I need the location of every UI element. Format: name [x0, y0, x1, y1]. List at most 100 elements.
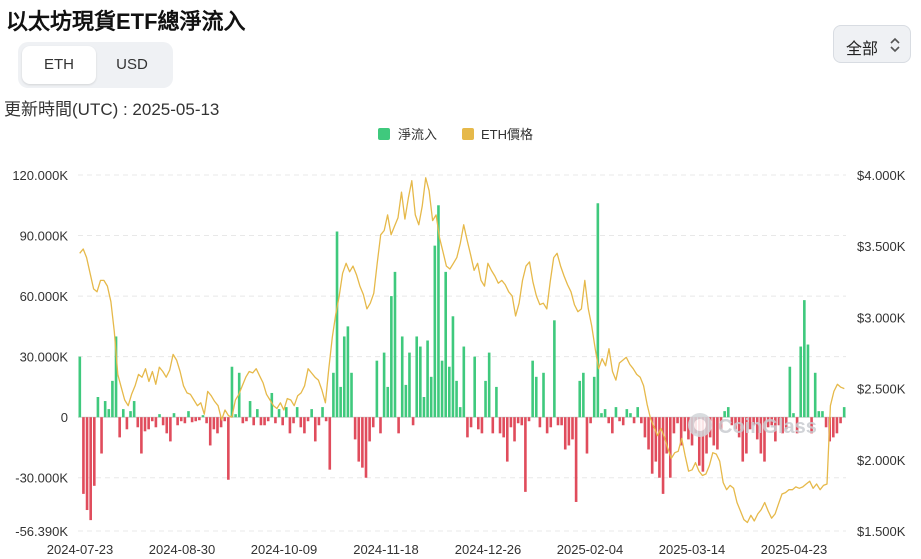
flow-bar	[114, 336, 118, 418]
flow-bar	[342, 336, 346, 418]
flow-bar	[321, 407, 324, 418]
flow-bar	[495, 386, 498, 418]
flow-bar	[306, 417, 310, 422]
x-tick-label: 2024-11-18	[353, 542, 419, 557]
flow-bar	[810, 417, 813, 434]
flow-bar	[607, 417, 611, 424]
flow-bar	[505, 417, 509, 462]
flow-bar	[589, 417, 592, 424]
flow-bar	[679, 417, 683, 446]
flow-bar	[346, 326, 350, 418]
flow-bar	[792, 413, 795, 418]
flow-bar	[654, 417, 658, 462]
flow-bar	[603, 409, 607, 418]
flow-bar	[429, 376, 433, 418]
flow-bar	[277, 409, 281, 418]
flow-bar	[96, 397, 100, 418]
left-axis: 120.000K 90.000K 60.000K 30.000K 0 -30.000K -5…	[12, 168, 68, 539]
flow-bar	[745, 417, 748, 454]
flow-bar	[382, 352, 386, 418]
flow-bars	[78, 203, 846, 521]
flow-bar	[734, 417, 737, 430]
flow-bar	[219, 417, 223, 428]
flow-bar	[129, 411, 132, 418]
flow-bar	[284, 407, 288, 418]
flow-bar	[774, 417, 777, 442]
flow-bar	[169, 417, 172, 442]
toggle-usd-button[interactable]: USD	[116, 56, 148, 73]
range-select[interactable]: 全部	[833, 25, 911, 63]
legend-item-inflow[interactable]: 淨流入	[378, 127, 437, 142]
flow-bar	[263, 417, 266, 426]
flow-bar	[419, 346, 422, 418]
flow-bar	[451, 316, 455, 418]
y-left-tick-label: -56.390K	[15, 524, 68, 539]
flow-bar	[629, 413, 632, 418]
flow-bar	[803, 300, 806, 418]
flow-bar	[274, 417, 277, 424]
x-tick-label: 2024-08-30	[149, 542, 216, 557]
price-line-group	[79, 177, 845, 524]
flow-bar	[350, 372, 353, 418]
flow-bar	[545, 417, 549, 434]
flow-bar	[480, 417, 484, 434]
flow-bar	[567, 417, 571, 446]
flow-bar	[683, 417, 687, 432]
flow-bar	[82, 417, 85, 494]
flow-bar	[328, 417, 332, 470]
flow-bar	[487, 352, 491, 418]
flow-bar	[234, 414, 237, 418]
page-title: 以太坊現貨ETF總淨流入	[6, 9, 246, 34]
flow-bar	[462, 346, 466, 418]
flow-bar	[357, 417, 361, 462]
flow-bar	[766, 417, 770, 428]
flow-bar	[313, 417, 317, 442]
flow-bar	[379, 417, 382, 434]
flow-bar	[578, 380, 582, 418]
flow-bar	[256, 409, 259, 418]
flow-bar	[408, 352, 411, 418]
flow-bar	[549, 417, 553, 428]
flow-bar	[100, 417, 103, 454]
flow-bar	[118, 417, 121, 438]
flow-bar	[672, 417, 676, 434]
flow-bar	[542, 372, 545, 418]
flow-bar	[426, 340, 429, 418]
flow-bar	[795, 417, 799, 434]
flow-bar	[172, 413, 176, 418]
flow-bar	[716, 417, 719, 450]
flow-bar	[143, 417, 147, 432]
flow-bar	[484, 380, 487, 418]
flow-bar	[553, 320, 556, 418]
flow-bar	[400, 336, 404, 418]
x-tick-label: 2025-02-04	[557, 542, 624, 557]
y-right-tick-label: $3.000K	[857, 310, 906, 325]
flow-bar	[165, 417, 169, 434]
unit-toggle: ETH USD	[18, 42, 173, 88]
flow-bar	[121, 409, 125, 418]
flow-bar	[368, 417, 371, 442]
toggle-eth-button[interactable]: ETH	[22, 46, 96, 84]
flow-bar	[697, 417, 701, 466]
watermark: CoinGlass	[688, 413, 817, 438]
flow-bar	[788, 366, 792, 418]
flow-bar	[132, 401, 136, 418]
flow-bar	[353, 417, 357, 440]
flow-bar	[520, 417, 524, 426]
flow-bar	[111, 380, 114, 418]
coinglass-logo-icon	[688, 413, 712, 437]
flow-bar	[433, 245, 437, 418]
flow-bar	[748, 417, 752, 430]
flow-bar	[705, 417, 708, 454]
flow-bar	[498, 417, 502, 434]
flow-bar	[107, 409, 111, 418]
legend-swatch-price	[462, 128, 474, 140]
legend-item-price[interactable]: ETH價格	[462, 127, 533, 142]
legend-label-inflow: 淨流入	[398, 127, 437, 142]
flow-bar	[324, 417, 328, 422]
flow-bar	[643, 417, 647, 438]
flow-bar	[317, 417, 321, 426]
flow-bar	[147, 417, 150, 430]
flow-bar	[621, 417, 625, 426]
